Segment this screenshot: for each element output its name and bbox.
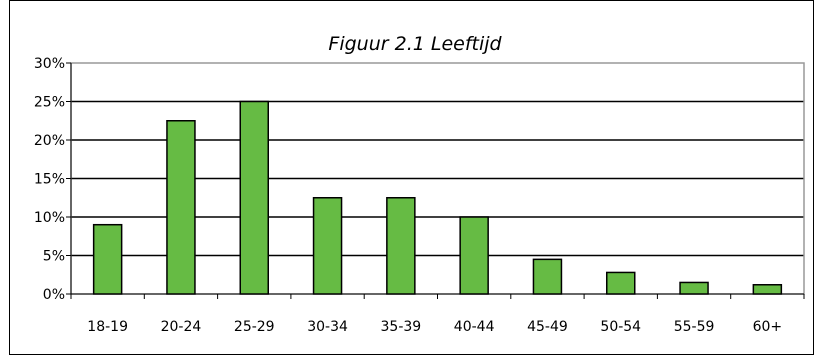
bar-35-39 xyxy=(386,197,416,295)
bar-18-19 xyxy=(92,223,123,295)
y-tick-label: 0% xyxy=(43,287,65,303)
x-tick-label: 18-19 xyxy=(87,319,128,335)
x-axis: 18-19 20-24 25-29 30-34 35-39 40-44 45-49 50-54… xyxy=(70,293,805,335)
y-tick-label: 15% xyxy=(34,172,65,188)
y-tick-label: 25% xyxy=(34,95,65,111)
x-tick-label: 25-29 xyxy=(234,319,275,335)
x-tick-label: 50-54 xyxy=(600,319,641,335)
bar-20-24 xyxy=(166,120,196,295)
bar-50-54 xyxy=(606,271,636,295)
x-tick-label: 20-24 xyxy=(161,319,202,335)
bar-40-44 xyxy=(459,216,489,295)
y-tick-label: 10% xyxy=(34,210,65,226)
bar-60+ xyxy=(752,284,783,295)
x-tick-label: 45-49 xyxy=(527,319,568,335)
y-tick-label: 30% xyxy=(34,56,65,72)
x-tick-label: 60+ xyxy=(753,319,783,335)
bar-25-29 xyxy=(239,100,269,295)
y-tick-label: 5% xyxy=(43,249,65,265)
x-tick-label: 55-59 xyxy=(674,319,715,335)
bar-45-49 xyxy=(532,258,563,295)
y-axis: 0% 5% 10% 15% 20% 25% 30% xyxy=(34,56,72,303)
chart-title: Figuur 2.1 Leeftijd xyxy=(328,33,502,55)
x-tick-label: 35-39 xyxy=(381,319,422,335)
bars xyxy=(92,100,783,295)
bar-55-59 xyxy=(679,281,709,295)
x-tick-label: 30-34 xyxy=(307,319,348,335)
y-tick-label: 20% xyxy=(34,133,65,149)
bar-30-34 xyxy=(312,197,343,295)
x-tick-label: 40-44 xyxy=(454,319,495,335)
chart-frame xyxy=(9,0,814,355)
